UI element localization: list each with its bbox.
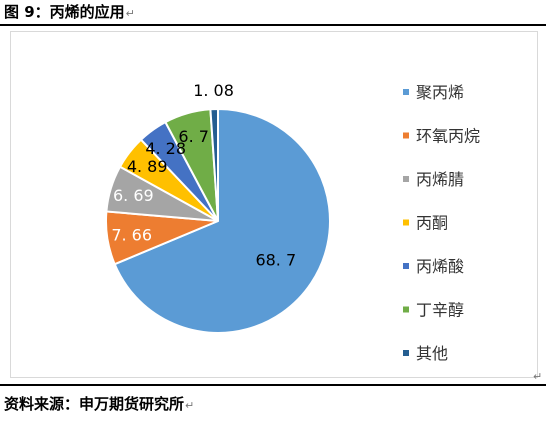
frame-corner-mark: ↵ [533, 370, 543, 383]
figure-title: 图 9：丙烯的应用↵ [4, 2, 135, 22]
paragraph-mark: ↵ [125, 7, 135, 20]
source-text: 资料来源：申万期货研究所 [4, 395, 185, 413]
pie-slices [105, 107, 331, 334]
legend-swatch [403, 263, 409, 269]
pie-value-label: 1. 08 [193, 81, 234, 100]
pie-slice [113, 107, 331, 334]
legend-label: 其他 [416, 344, 448, 363]
pie-value-label: 6. 7 [178, 127, 209, 146]
legend-swatch [403, 219, 409, 226]
pie-value-label: 68. 7 [255, 250, 296, 269]
pie-slice [209, 107, 219, 222]
figure-title-text: 图 9：丙烯的应用 [4, 3, 125, 21]
legend-label: 丙烯腈 [416, 170, 464, 189]
pie-value-labels: 68. 7 7. 66 6. 69 4. 894. 286. 7 1. 08 [111, 81, 296, 269]
legend-label: 聚丙烯 [416, 83, 464, 102]
legend-label: 丙酮 [416, 214, 448, 233]
legend-label: 丙烯酸 [416, 257, 464, 276]
pie-value-label: 4. 28 [145, 139, 186, 158]
source-note: 资料来源：申万期货研究所↵ [4, 393, 194, 414]
legend-swatch [403, 89, 409, 95]
legend-label: 环氧丙烷 [416, 127, 480, 146]
pie-value-label: 4. 89 [127, 157, 168, 176]
paragraph-mark-2: ↵ [185, 399, 195, 412]
pie-value-label: 6. 69 [113, 186, 154, 205]
legend-swatch [403, 176, 409, 182]
pie-value-label: 7. 66 [111, 226, 152, 245]
top-rule [0, 24, 546, 26]
legend-swatch [403, 306, 409, 313]
bottom-rule [0, 384, 546, 386]
legend-swatch [403, 350, 409, 356]
legend-swatch [403, 132, 409, 139]
legend-label: 丁辛醇 [416, 301, 464, 320]
